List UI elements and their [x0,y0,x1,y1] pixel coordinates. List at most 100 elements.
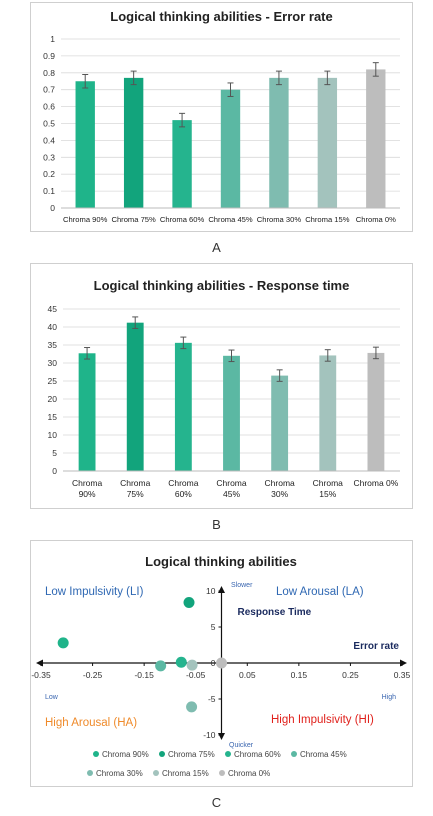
panel-label-c: C [211,795,222,810]
x-tick-label: -0.15 [134,670,154,680]
scatter-point [57,637,69,649]
axis-end-left: Low [45,694,59,701]
legend-label: Chroma 90% [102,750,149,759]
legend-marker [153,770,159,776]
y-tick-label: 0 [52,466,57,476]
y-tick-label: 0.9 [43,51,55,61]
x-tick-label: 0.05 [239,670,256,680]
panel-label-a: A [212,240,221,255]
y-axis-arrow-up [218,586,225,593]
legend-marker [159,751,165,757]
legend-label: Chroma 75% [168,750,215,759]
bar [220,89,241,208]
x-tick-label: Chroma 90% [72,478,103,499]
x-axis-title: Error rate [353,641,399,652]
panel-quadrant-scatter: Logical thinking abilities -0.35 -0.25 -0.1… [30,540,413,787]
x-axis-arrow-left [36,659,43,667]
bar [75,81,95,208]
y-tick-label: 20 [48,394,58,404]
legend-label: Chroma 45% [300,750,347,759]
x-tick-label: Chroma 75% [120,478,151,499]
y-tick-label: 0.4 [43,135,55,145]
y-axis-title: Response Time [238,607,312,618]
x-tick-label: Chroma 0% [356,215,396,224]
quadrant-bottom-right-label: High Impulsivity (HI) [271,714,374,726]
x-tick-label: 0.15 [291,670,308,680]
legend-marker [93,751,99,757]
x-tick-label: Chroma 75% [111,215,156,224]
legend-marker [225,751,231,757]
x-tick-label: -0.05 [186,670,206,680]
x-tick-label: 0.35 [394,670,411,680]
panel-response-time: Logical thinking abilities - Response ti… [30,263,413,509]
y-tick-label: 5 [211,622,216,632]
panel-label-b: B [212,517,221,532]
y-tick-label: 0.6 [43,102,55,112]
y-tick-label: 0.1 [43,186,55,196]
x-tick-label: 0.25 [342,670,359,680]
axis-end-top: Slower [231,582,253,589]
y-tick-label: 0.7 [43,85,55,95]
y-tick-label: 1 [50,34,55,44]
chart-title: Logical thinking abilities - Error rate [110,9,333,24]
bar [123,77,144,209]
legend-label: Chroma 30% [96,769,143,778]
x-tick-label: Chroma 90% [63,215,108,224]
legend-marker [87,770,93,776]
y-tick-label: 0.2 [43,169,55,179]
scatter-point [216,657,227,669]
bar [367,352,385,471]
x-axis-arrow-right [400,659,407,667]
y-tick-label: 40 [48,322,58,332]
x-tick-label: Chroma 30% [265,478,296,499]
y-tick-label: 5 [52,448,57,458]
x-tick-label: Chroma 15% [305,215,350,224]
x-tick-label: -0.25 [83,670,103,680]
axis-end-bottom: Quicker [229,742,254,749]
response-time-bar-chart: Logical thinking abilities - Response ti… [48,278,400,499]
axis-end-right: High [382,694,397,701]
scatter-point [183,597,195,609]
bar [223,355,240,471]
legend-label: Chroma 0% [228,769,270,778]
chart-title: Logical thinking abilities [145,554,297,569]
y-tick-label: 10 [206,586,216,596]
y-tick-label: 35 [48,340,58,350]
error-rate-bar-chart: Logical thinking abilities - Error rate 0… [43,9,400,224]
bar [366,69,386,208]
scatter-point [186,701,198,713]
x-tick-label: Chroma 45% [216,478,247,499]
bar [317,77,338,209]
quadrant-top-right-label: Low Arousal (LA) [276,586,364,598]
quadrant-scatter-chart: Logical thinking abilities -0.35 -0.25 -0.1… [31,554,411,778]
bar [269,77,289,209]
scatter-point [186,659,198,671]
legend-label: Chroma 60% [234,750,281,759]
y-tick-label: 0 [50,203,55,213]
legend-marker [291,751,297,757]
y-tick-label: 30 [48,358,58,368]
x-tick-label: Chroma 30% [257,215,302,224]
y-tick-label: 45 [48,304,58,314]
legend-label: Chroma 15% [162,769,209,778]
y-tick-label: 10 [48,430,58,440]
y-tick-label: 0.3 [43,152,55,162]
y-tick-label: 0.5 [43,119,55,129]
y-axis-arrow-down [218,733,225,740]
x-tick-label: Chroma 15% [313,478,344,499]
bar [319,355,337,471]
y-tick-label: 0 [211,658,216,668]
bar [126,322,144,471]
x-tick-label: Chroma 45% [208,215,253,224]
panel-error-rate: Logical thinking abilities - Error rate 0… [30,2,413,232]
bar [271,375,289,471]
chart-title: Logical thinking abilities - Response ti… [94,278,350,293]
x-tick-label: -0.35 [31,670,51,680]
x-tick-label: Chroma 60% [168,478,199,499]
quadrant-bottom-left-label: High Arousal (HA) [45,717,137,729]
y-tick-label: 0.8 [43,68,55,78]
quadrant-top-left-label: Low Impulsivity (LI) [45,586,144,598]
bar [78,353,96,471]
x-tick-label: Chroma 60% [160,215,205,224]
bar [172,120,192,208]
